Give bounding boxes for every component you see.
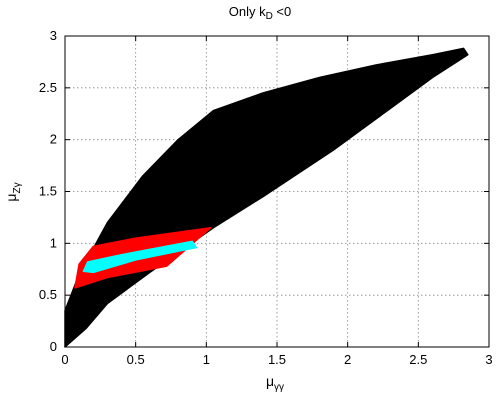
x-tick-label: 2: [344, 352, 351, 367]
y-tick-label: 0: [50, 339, 57, 354]
x-axis-label-main: μ: [266, 373, 274, 389]
y-axis-label: μZγ: [3, 182, 23, 201]
x-axis-label-sub: γγ: [274, 382, 284, 393]
x-tick-label: 2.5: [409, 352, 427, 367]
y-tick-label: 2.5: [39, 80, 57, 95]
x-tick-label: 1: [203, 352, 210, 367]
x-axis-label: μγγ: [266, 373, 284, 393]
chart-title-main: Only k: [229, 4, 266, 19]
chart-title-tail: <0: [273, 4, 291, 19]
y-tick-label: 3: [50, 28, 57, 43]
y-tick-label: 2: [50, 132, 57, 147]
scatter-regions: [64, 47, 469, 348]
x-tick-label: 3: [485, 352, 492, 367]
y-ticks: 0 0.5 1 1.5 2 2.5 3: [39, 28, 489, 354]
y-axis-label-sub: Zγ: [12, 182, 23, 193]
x-ticks: 0 0.5 1 1.5 2 2.5 3: [61, 36, 493, 367]
x-tick-label: 1.5: [268, 352, 286, 367]
x-tick-label: 0: [61, 352, 68, 367]
y-axis-label-main: μ: [3, 194, 19, 202]
chart-title: Only kD <0: [229, 4, 292, 22]
region-cyan: [82, 240, 198, 274]
chart-title-sub: D: [266, 11, 273, 22]
y-tick-label: 1: [50, 235, 57, 250]
y-tick-label: 0.5: [39, 287, 57, 302]
y-tick-label: 1.5: [39, 184, 57, 199]
region-black: [64, 47, 469, 348]
x-tick-label: 0.5: [127, 352, 145, 367]
